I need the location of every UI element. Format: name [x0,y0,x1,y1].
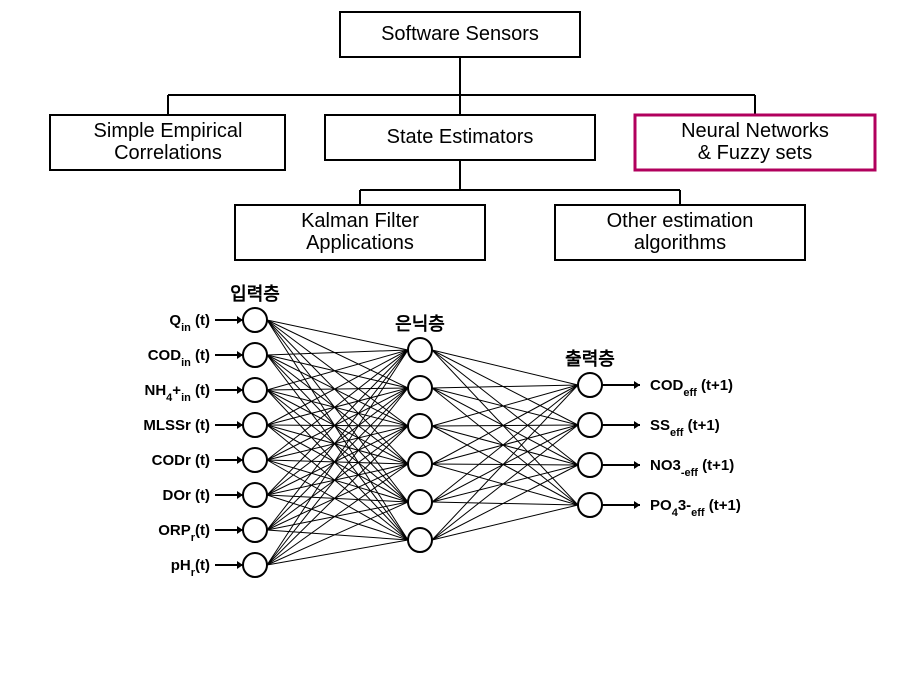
nn-neuron [578,493,602,517]
nn-input-label: DOr (t) [163,487,211,504]
arrowhead-icon [634,501,640,509]
nn-neuron [243,413,267,437]
nn-neuron [408,414,432,438]
nn-neuron [408,338,432,362]
nn-output-label: PO43-eff (t+1) [650,497,741,519]
nn-neuron [408,528,432,552]
nn-neuron [243,553,267,577]
tree-node-label: & Fuzzy sets [698,142,812,164]
nn-input-label: CODin (t) [148,347,210,369]
nn-neuron [408,376,432,400]
tree-node-label: Simple Empirical [94,120,243,142]
nn-neuron [243,483,267,507]
nn-output-label: NO3-eff (t+1) [650,457,734,479]
tree-node-label: State Estimators [387,126,534,148]
tree-node-label: Kalman Filter [301,210,419,232]
nn-output-label: CODeff (t+1) [650,377,733,399]
nn-neuron [578,373,602,397]
nn-input-label: Qin (t) [169,312,210,334]
tree-node-label: Applications [306,232,414,254]
nn-neuron [243,308,267,332]
tree-node-label: Correlations [114,142,222,164]
nn-layer-label: 입력층 [230,283,280,304]
nn-neuron [408,452,432,476]
arrowhead-icon [634,421,640,429]
nn-neuron [243,518,267,542]
nn-layer-label: 은닉층 [395,314,445,334]
nn-output-label: SSeff (t+1) [650,417,720,439]
arrowhead-icon [634,381,640,389]
nn-neuron [578,453,602,477]
nn-input-label: MLSSr (t) [143,417,210,434]
tree-node-label: algorithms [634,232,726,254]
nn-neuron [243,448,267,472]
nn-input-label: NH4+in (t) [145,382,211,404]
tree-node-label: Software Sensors [381,23,539,45]
nn-input-label: CODr (t) [152,452,210,469]
nn-neuron [408,490,432,514]
nn-input-label: pHr(t) [171,557,210,579]
nn-input-label: ORPr(t) [158,522,210,544]
nn-layer-label: 출력층 [565,349,615,369]
nn-neuron [243,343,267,367]
nn-neuron [243,378,267,402]
nn-neuron [578,413,602,437]
tree-node-label: Other estimation [607,210,754,232]
arrowhead-icon [634,461,640,469]
tree-node-label: Neural Networks [681,120,829,142]
